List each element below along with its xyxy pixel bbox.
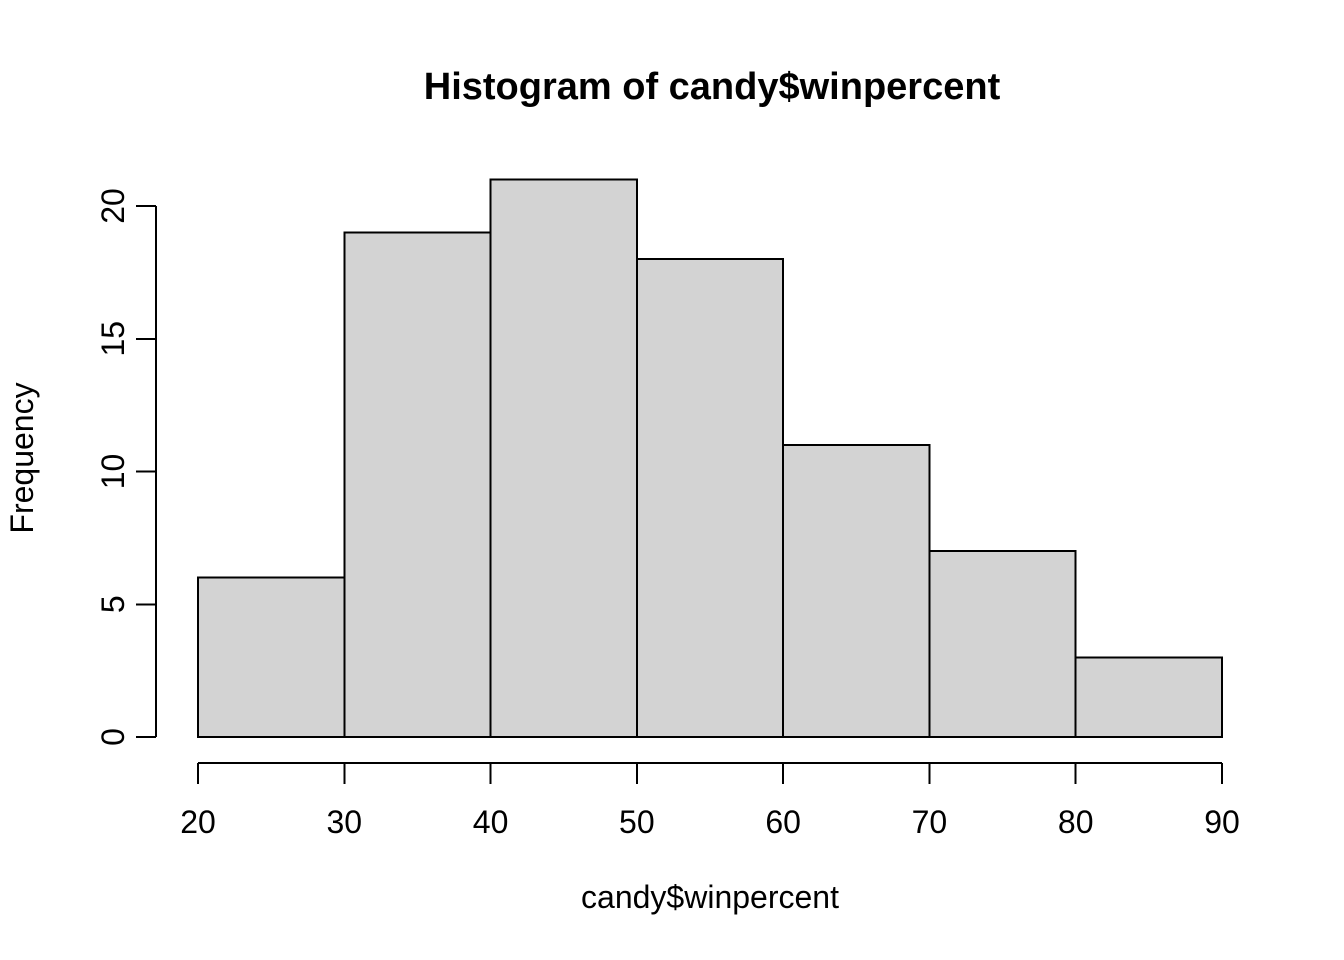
y-tick-label: 5: [95, 595, 131, 613]
histogram-bar: [928, 550, 1077, 739]
x-tick-label: 40: [473, 804, 509, 840]
y-axis: 0 5 10 15 20: [95, 188, 157, 746]
histogram-bar: [343, 231, 492, 739]
x-axis-title: candy$winpercent: [581, 879, 839, 915]
histogram-bar: [635, 258, 785, 738]
histogram-bar: [489, 178, 638, 738]
chart-title: Histogram of candy$winpercent: [424, 66, 1001, 108]
y-axis-title: Frequency: [4, 382, 40, 533]
histogram-bar: [1074, 656, 1223, 738]
x-tick-label: 80: [1058, 804, 1094, 840]
histogram-bars: [197, 178, 1223, 739]
y-tick-label: 20: [95, 188, 131, 224]
x-tick-label: 30: [326, 804, 362, 840]
y-tick-label: 15: [95, 321, 131, 357]
x-tick-label: 20: [180, 804, 216, 840]
histogram-bar: [197, 576, 346, 739]
x-tick-label: 90: [1204, 804, 1240, 840]
y-tick-label: 0: [95, 728, 131, 746]
x-tick-label: 60: [765, 804, 801, 840]
x-tick-label: 70: [912, 804, 948, 840]
y-tick-label: 10: [95, 454, 131, 490]
histogram-bar: [782, 443, 931, 738]
x-tick-label: 50: [619, 804, 655, 840]
x-axis: 20 30 40 50 60 70 80 90: [180, 762, 1240, 840]
